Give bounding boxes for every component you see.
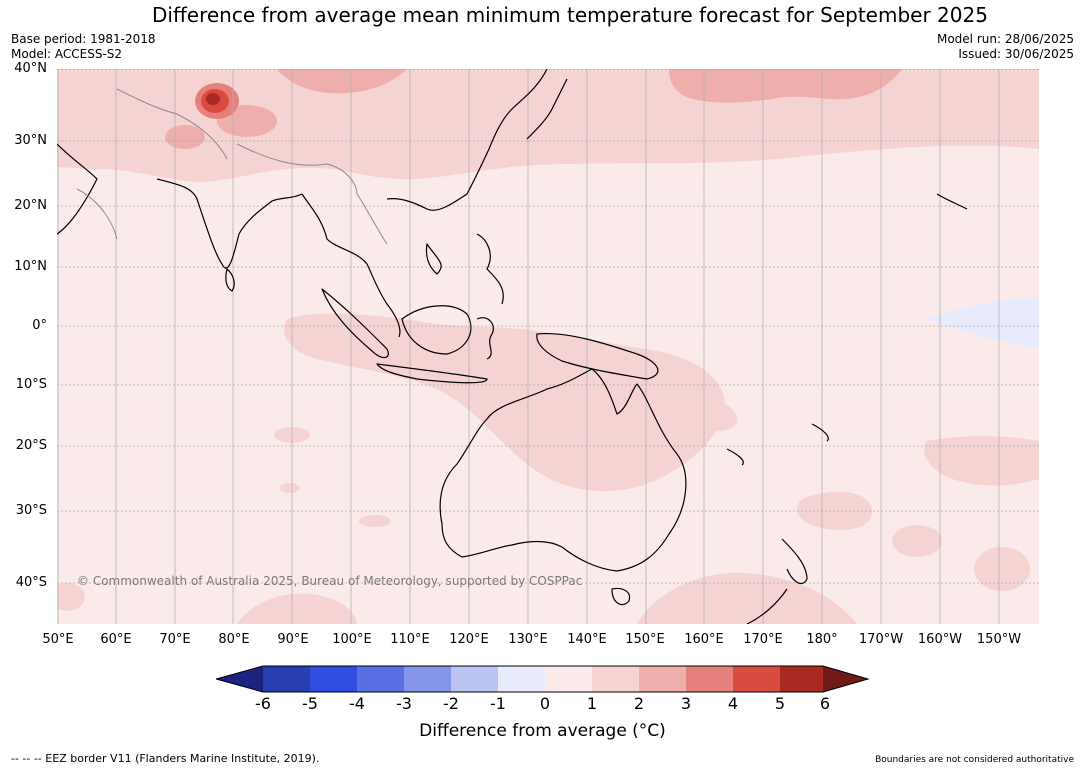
lon-label: 170°E (743, 632, 783, 647)
lon-label: 100°E (332, 632, 372, 647)
lon-label: 160°W (917, 632, 963, 647)
colorbar-segment (216, 666, 263, 692)
colorbar-tick: -3 (396, 694, 412, 713)
colorbar-segment (263, 666, 310, 692)
colorbar-tick: -5 (302, 694, 318, 713)
colorbar-segment (545, 666, 592, 692)
copyright-notice: © Commonwealth of Australia 2025, Bureau… (77, 574, 583, 588)
lat-label-0: 0° (32, 318, 47, 333)
colorbar-tick: -4 (349, 694, 365, 713)
colorbar-segment (686, 666, 733, 692)
colorbar-tick: -1 (490, 694, 506, 713)
lat-label-10s: 10°S (15, 377, 47, 392)
lon-label: 150°E (625, 632, 665, 647)
meta-right: Model run: 28/06/2025 Issued: 30/06/2025 (937, 32, 1074, 62)
lon-label: 120°E (449, 632, 489, 647)
colorbar-tick: 6 (819, 694, 831, 713)
forecast-map (49, 68, 1039, 625)
lat-label-10n: 10°N (14, 259, 47, 274)
colorbar-segment (357, 666, 404, 692)
lat-label-40n: 40°N (14, 61, 47, 76)
lat-label-20s: 20°S (15, 438, 47, 453)
colorbar-tick: 1 (586, 694, 598, 713)
colorbar (216, 665, 870, 693)
colorbar-segment (310, 666, 357, 692)
colorbar-segment (733, 666, 780, 692)
meta-left: Base period: 1981-2018 Model: ACCESS-S2 (11, 32, 156, 62)
map-canvas (49, 68, 1039, 625)
lon-label: 110°E (390, 632, 430, 647)
lat-label-20n: 20°N (14, 198, 47, 213)
colorbar-tick: -6 (255, 694, 271, 713)
lon-label: 50°E (42, 632, 74, 647)
boundary-disclaimer: Boundaries are not considered authoritat… (875, 755, 1074, 765)
colorbar-segment (823, 666, 868, 692)
colorbar-segment (592, 666, 639, 692)
lon-label: 160°E (684, 632, 724, 647)
lat-label-30s: 30°S (15, 503, 47, 518)
lon-label: 140°E (567, 632, 607, 647)
colorbar-segment (639, 666, 686, 692)
colorbar-tick: -2 (443, 694, 459, 713)
colorbar-tick: 5 (774, 694, 786, 713)
lat-label-40s: 40°S (15, 575, 47, 590)
colorbar-tick: 2 (633, 694, 645, 713)
base-period: Base period: 1981-2018 (11, 32, 156, 46)
model-name: Model: ACCESS-S2 (11, 47, 123, 61)
colorbar-tick: 3 (680, 694, 692, 713)
colorbar-label: Difference from average (°C) (419, 721, 666, 741)
map-title: Difference from average mean minimum tem… (152, 3, 988, 27)
lat-label-30n: 30°N (14, 133, 47, 148)
lon-label: 70°E (159, 632, 191, 647)
colorbar-tick: 0 (539, 694, 551, 713)
lon-label: 150°W (976, 632, 1022, 647)
colorbar-segment (780, 666, 823, 692)
colorbar-segment (498, 666, 545, 692)
lon-label: 90°E (277, 632, 309, 647)
colorbar-segment (451, 666, 498, 692)
lon-label: 130°E (508, 632, 548, 647)
lon-label: 170°W (858, 632, 904, 647)
eez-legend: -- -- -- EEZ border V11 (Flanders Marine… (11, 752, 320, 765)
lon-label: 60°E (100, 632, 132, 647)
issued-date: Issued: 30/06/2025 (958, 47, 1074, 61)
colorbar-segment (404, 666, 451, 692)
lon-label: 180° (806, 632, 838, 647)
colorbar-tick: 4 (727, 694, 739, 713)
lon-label: 80°E (218, 632, 250, 647)
model-run: Model run: 28/06/2025 (936, 32, 1074, 46)
